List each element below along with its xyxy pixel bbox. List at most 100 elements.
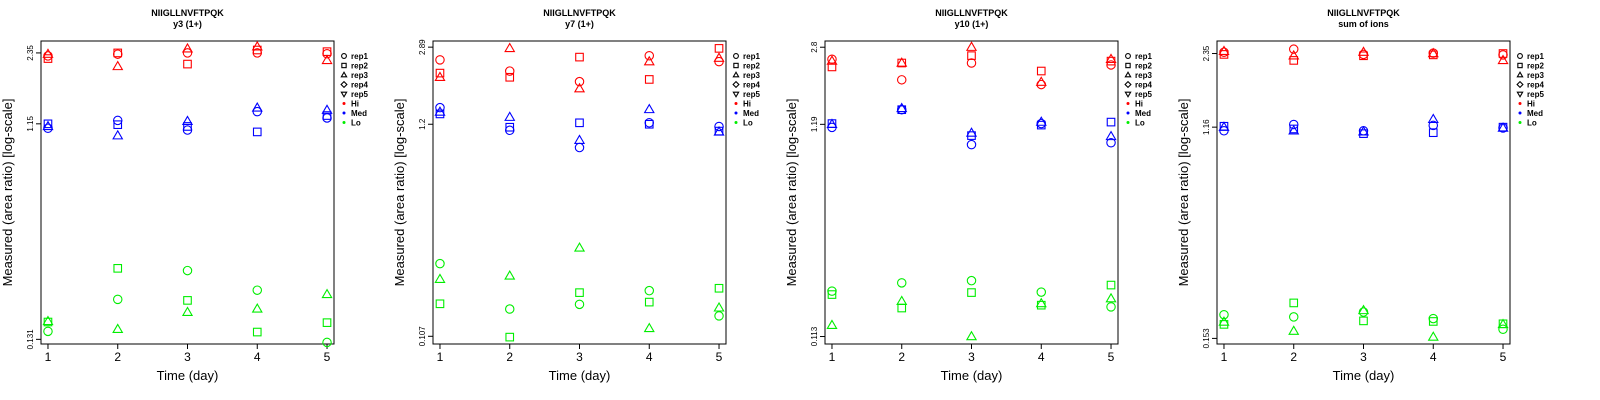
data-point-med-rep3 xyxy=(1218,121,1230,131)
data-point-med-rep1 xyxy=(1036,118,1047,129)
data-point-hi-rep2 xyxy=(575,52,584,62)
legend-marker-rep2 xyxy=(733,62,739,69)
data-point-med-rep2 xyxy=(252,127,262,137)
legend-label: rep1 xyxy=(1527,52,1544,61)
x-tick-label: 5 xyxy=(716,350,723,364)
data-point-lo-rep3 xyxy=(1357,304,1370,315)
legend-label: rep3 xyxy=(1527,71,1544,80)
data-point-med-rep3 xyxy=(573,134,586,144)
data-point-hi-rep3 xyxy=(573,82,586,93)
data-point-lo-rep2 xyxy=(435,299,445,309)
data-point-lo-rep1 xyxy=(1288,312,1299,322)
y-axis-label: Measured (area ratio) [log-scale] xyxy=(784,99,799,287)
data-point-med-rep2 xyxy=(505,122,515,132)
data-point-hi-rep3 xyxy=(321,54,333,65)
x-axis-label: Time (day) xyxy=(1333,368,1395,383)
data-point-lo-rep2 xyxy=(322,318,332,327)
data-point-lo-rep3 xyxy=(504,269,516,280)
data-point-hi-rep1 xyxy=(574,76,585,87)
legend-marker-rep1 xyxy=(341,53,347,59)
data-point-hi-rep2 xyxy=(322,47,332,56)
data-point-lo-rep1 xyxy=(43,326,53,337)
legend-marker-lo xyxy=(1518,121,1522,124)
legend-marker-hi xyxy=(342,102,346,105)
chart-title: NIIGLLNVFTPQK xyxy=(935,8,1008,18)
y-axis-label: Measured (area ratio) [log-scale] xyxy=(1176,99,1191,287)
data-point-hi-rep1 xyxy=(504,66,515,76)
chart-subtitle: y3 (1+) xyxy=(173,19,202,29)
data-point-med-rep1 xyxy=(1288,119,1299,130)
data-point-med-rep3 xyxy=(251,101,263,112)
data-point-hi-rep2 xyxy=(1036,66,1046,76)
data-point-med-rep3 xyxy=(826,118,838,129)
data-point-med-rep3 xyxy=(965,127,978,137)
y-tick-label: 0.113 xyxy=(810,326,819,346)
y-tick-label: 1.2 xyxy=(418,118,427,130)
chart-subtitle: y7 (1+) xyxy=(565,19,594,29)
x-tick-label: 2 xyxy=(898,350,905,364)
data-point-med-rep3 xyxy=(1427,113,1439,124)
data-point-med-rep2 xyxy=(322,111,332,120)
data-point-hi-rep3 xyxy=(1288,49,1300,60)
data-point-lo-rep3 xyxy=(1427,331,1439,341)
data-point-hi-rep3 xyxy=(251,40,263,51)
data-point-lo-rep1 xyxy=(1106,302,1116,312)
data-point-lo-rep1 xyxy=(574,299,585,310)
data-point-lo-rep3 xyxy=(1497,318,1509,329)
legend-label: rep1 xyxy=(351,52,368,61)
x-axis-label: Time (day) xyxy=(549,368,611,383)
x-tick-label: 3 xyxy=(968,350,975,364)
x-tick-label: 3 xyxy=(184,350,191,364)
data-point-hi-rep2 xyxy=(1289,56,1299,65)
y-tick-label: 1.19 xyxy=(810,116,819,132)
data-point-lo-rep2 xyxy=(967,288,976,297)
data-point-lo-rep1 xyxy=(435,258,445,269)
data-point-med-rep2 xyxy=(644,119,654,129)
x-tick-label: 2 xyxy=(1290,350,1297,364)
legend-label: Hi xyxy=(743,100,751,109)
legend-label: Hi xyxy=(1527,100,1535,109)
legend-label: Hi xyxy=(1135,100,1143,109)
data-point-lo-rep2 xyxy=(714,283,724,293)
data-point-lo-rep2 xyxy=(113,264,123,273)
data-point-lo-rep3 xyxy=(573,242,586,252)
data-point-hi-rep2 xyxy=(435,68,445,78)
data-point-lo-rep1 xyxy=(322,337,332,348)
plot-frame xyxy=(824,40,1119,345)
data-point-lo-rep2 xyxy=(1289,298,1299,308)
y-tick-label: 0.153 xyxy=(1202,328,1211,349)
legend-marker-rep2 xyxy=(1125,62,1131,69)
legend-label: rep4 xyxy=(351,81,368,90)
data-point-lo-rep3 xyxy=(1218,316,1230,326)
data-point-med-rep3 xyxy=(1288,124,1300,135)
data-point-med-rep1 xyxy=(435,102,445,113)
data-point-med-rep3 xyxy=(1497,122,1509,132)
data-point-hi-rep2 xyxy=(505,72,515,82)
x-tick-label: 4 xyxy=(1038,350,1045,364)
legend-marker-rep3 xyxy=(1516,71,1524,78)
legend-marker-hi xyxy=(1126,102,1130,105)
data-point-lo-rep2 xyxy=(644,297,654,307)
data-point-lo-rep1 xyxy=(1498,324,1508,335)
data-point-med-rep1 xyxy=(574,142,585,153)
x-tick-label: 4 xyxy=(254,350,261,364)
legend-marker-rep4 xyxy=(1124,80,1132,89)
legend-label: rep2 xyxy=(1135,62,1152,71)
legend-marker-rep5 xyxy=(1516,91,1524,98)
x-tick-label: 5 xyxy=(1108,350,1115,364)
data-point-hi-rep3 xyxy=(713,52,725,62)
data-point-med-rep3 xyxy=(42,120,54,131)
legend-marker-rep3 xyxy=(340,71,348,78)
legend-marker-rep2 xyxy=(341,62,347,69)
data-point-lo-rep3 xyxy=(112,323,124,333)
data-point-hi-rep3 xyxy=(1497,54,1509,65)
data-point-lo-rep3 xyxy=(1288,325,1300,335)
data-point-lo-rep3 xyxy=(321,288,333,299)
legend-label: rep5 xyxy=(1135,90,1152,99)
data-point-lo-rep2 xyxy=(1428,317,1438,326)
data-point-lo-rep1 xyxy=(1358,307,1369,317)
legend-marker-rep3 xyxy=(732,71,740,78)
